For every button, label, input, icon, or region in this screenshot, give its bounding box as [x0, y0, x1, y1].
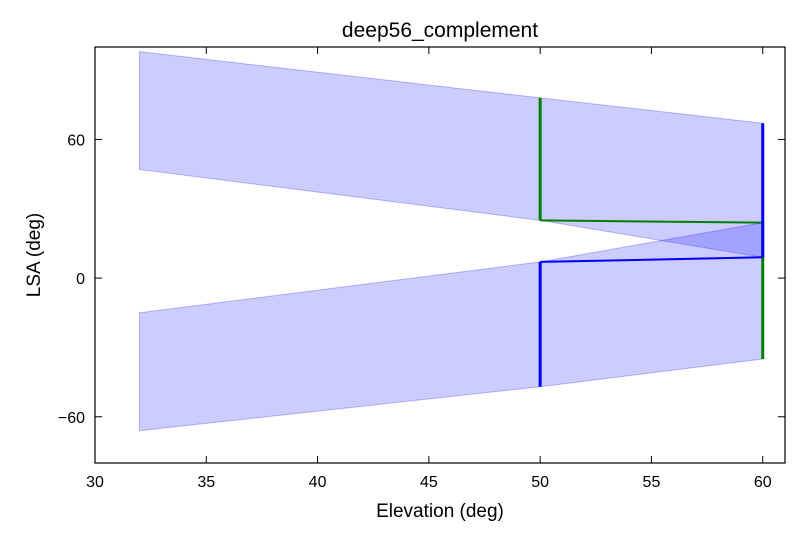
y-tick-label: 60	[67, 132, 85, 149]
x-tick-label: 45	[420, 474, 438, 491]
band-fills	[139, 51, 764, 432]
x-tick-label: 35	[197, 474, 215, 491]
fill-lower-band	[139, 222, 764, 432]
y-tick-label: 0	[76, 271, 85, 288]
green-line-segment-2	[540, 219, 763, 224]
blue-line-segment-2	[540, 256, 763, 263]
series-lines	[538, 97, 765, 387]
x-tick-label: 40	[309, 474, 327, 491]
x-tick-label: 50	[531, 474, 549, 491]
fill-upper-band	[139, 51, 764, 258]
ticks: 30 35 40 45 50 55 60 −60 0 60	[58, 47, 785, 491]
chart-title: deep56_complement	[342, 19, 538, 42]
x-tick-label: 60	[754, 474, 772, 491]
x-tick-label: 30	[86, 474, 104, 491]
y-tick-label: −60	[58, 410, 85, 427]
y-axis-label: LSA (deg)	[24, 213, 45, 298]
x-tick-label: 55	[643, 474, 661, 491]
x-axis-label: Elevation (deg)	[376, 501, 504, 522]
plot-frame	[94, 46, 786, 464]
